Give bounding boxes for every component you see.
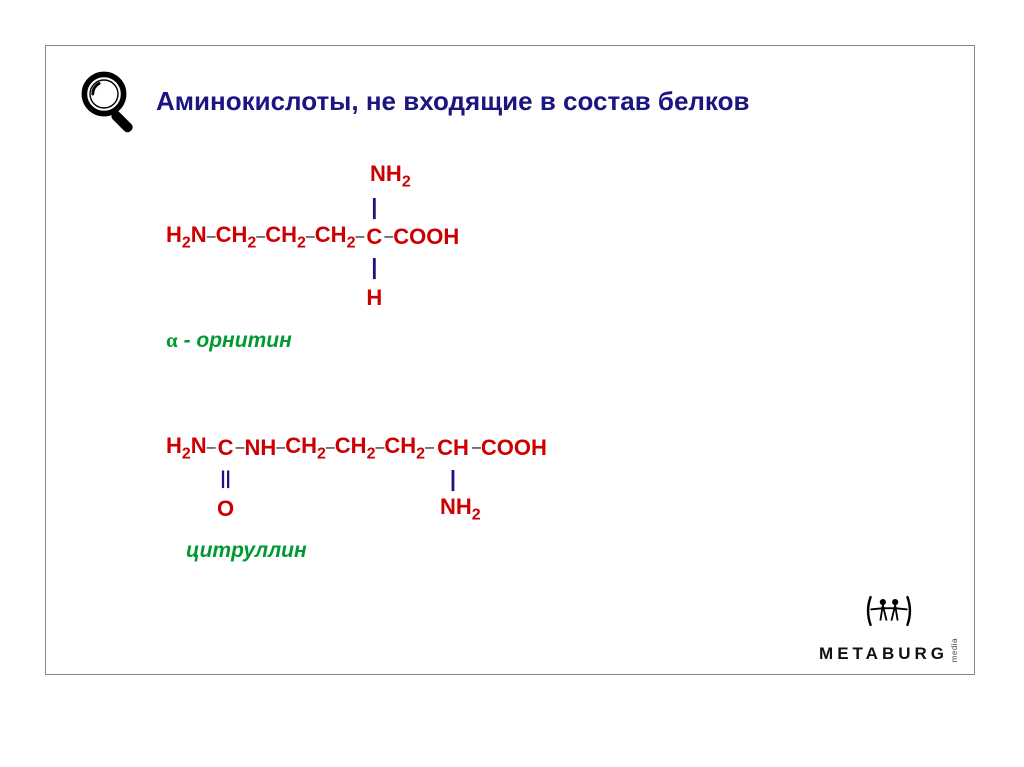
- magnifier-icon: [76, 66, 146, 136]
- citrulline-label: цитруллин: [186, 539, 944, 563]
- bond-vertical: |: [364, 257, 384, 277]
- ornithine-label: α - орнитин: [166, 328, 944, 353]
- slide-header: Аминокислоты, не входящие в состав белко…: [76, 66, 944, 136]
- citrulline-structure: H2N – C – NH – CH2 – CH2 – CH2 – CH – CO…: [166, 433, 944, 563]
- bond-vertical: |: [434, 469, 472, 489]
- citrulline-main-chain: H2N – C – NH – CH2 – CH2 – CH2 – CH – CO…: [166, 433, 547, 463]
- double-bond: ||: [216, 474, 236, 483]
- metaburg-logo-text: METABURGmedia: [819, 638, 959, 664]
- metaburg-logo-icon: [858, 591, 920, 631]
- ornithine-structure: H2N – CH2 – CH2 – CH2 – NH2 H2N – CH2 – …: [166, 161, 944, 353]
- ornithine-h-bottom: H: [364, 285, 384, 311]
- slide-frame: Аминокислоты, не входящие в состав белко…: [45, 45, 975, 675]
- bond-vertical: |: [364, 197, 384, 217]
- ornithine-nh2-top: NH2: [370, 161, 411, 191]
- citrulline-o-bottom: O: [216, 496, 236, 522]
- slide-title: Аминокислоты, не входящие в состав белко…: [156, 86, 749, 117]
- ornithine-main-chain: H2N – CH2 – CH2 – CH2 – C – COOH: [166, 222, 459, 252]
- metaburg-logo: METABURGmedia: [819, 591, 959, 664]
- citrulline-nh2-bottom: NH2: [440, 494, 478, 524]
